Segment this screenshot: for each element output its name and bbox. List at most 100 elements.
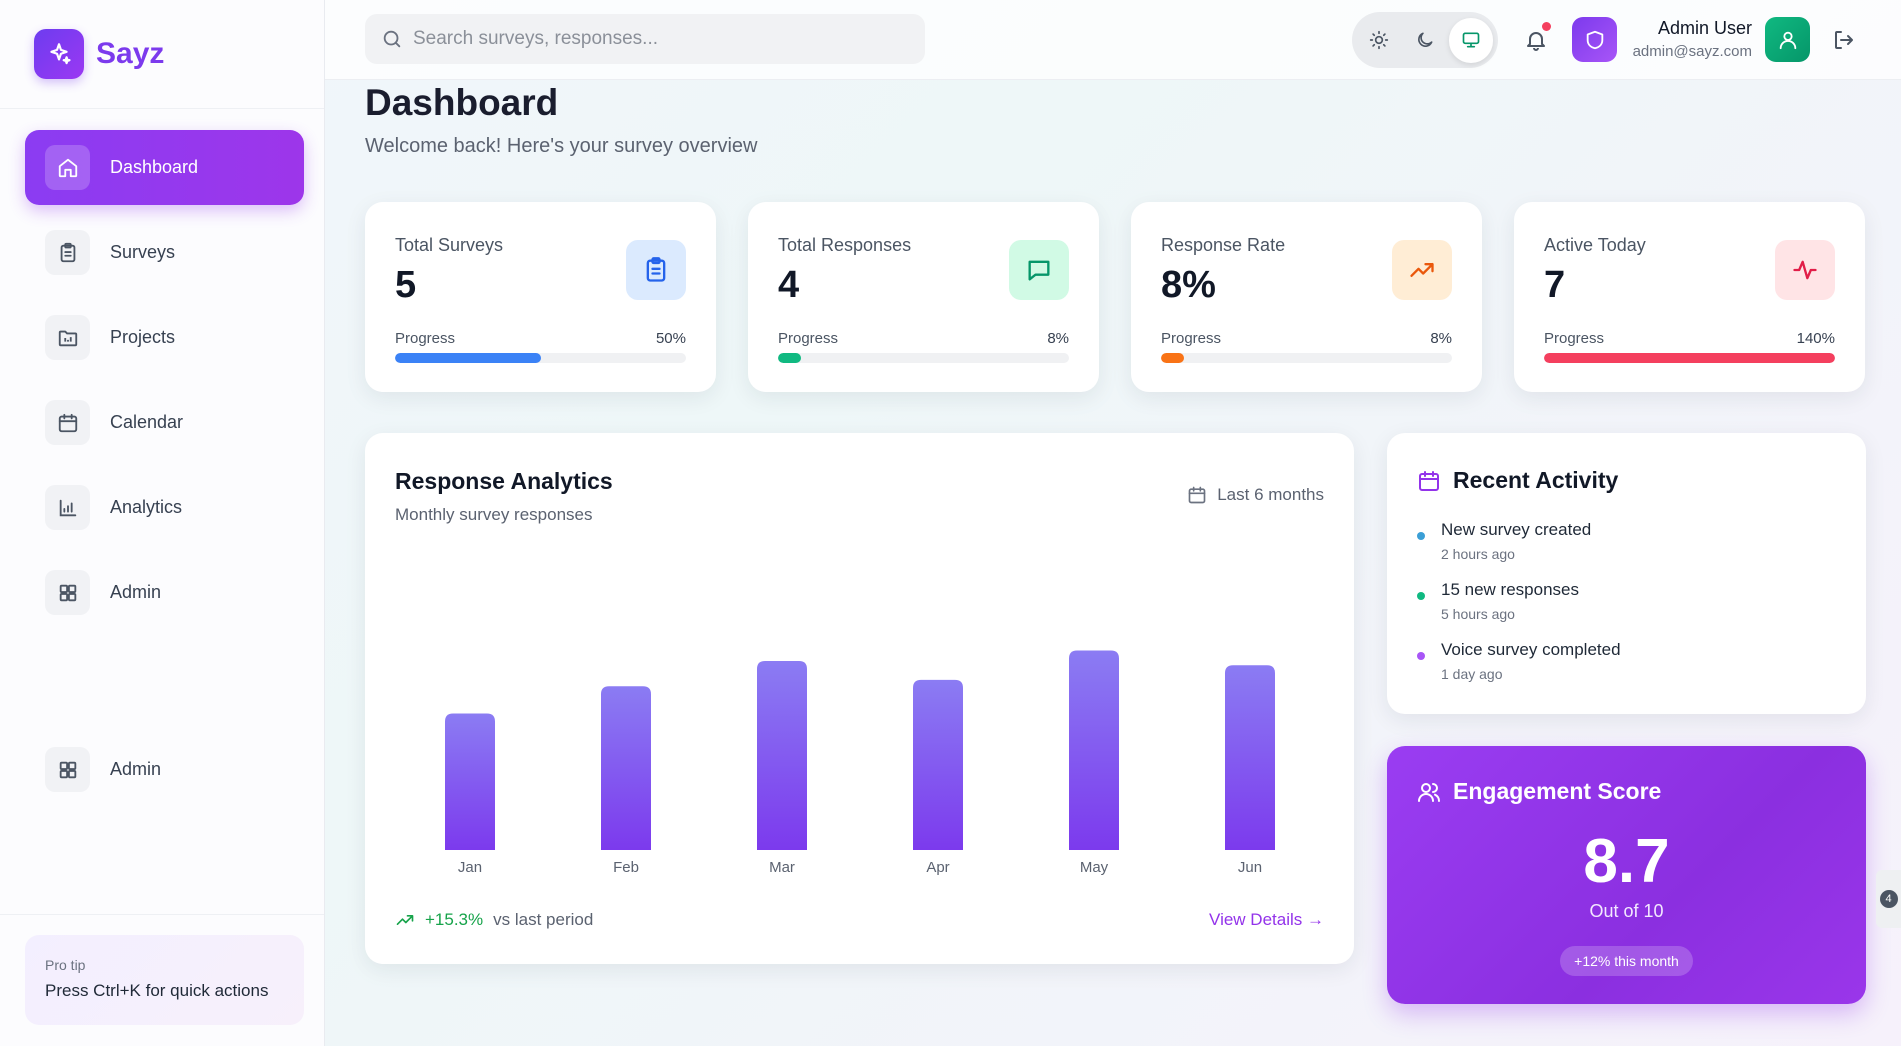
trending-up-icon: [395, 910, 415, 930]
stat-card-response-rate: Response Rate 8% Progress 8%: [1131, 202, 1482, 392]
trend-text: vs last period: [493, 910, 594, 929]
chart-bar-may[interactable]: [1069, 650, 1119, 851]
divider: [0, 108, 324, 109]
activity-time: 2 hours ago: [1441, 546, 1515, 562]
search-input[interactable]: [413, 28, 913, 50]
user-info: Admin User admin@sayz.com: [1627, 18, 1752, 60]
engagement-score: 8.7: [1583, 827, 1670, 896]
grid-icon: [45, 570, 90, 615]
activity-text: 15 new responses: [1441, 580, 1579, 599]
shield-icon: [1584, 29, 1606, 51]
sidebar-item-projects[interactable]: Projects: [25, 300, 304, 375]
date-range-selector[interactable]: Last 6 months: [1187, 485, 1324, 505]
engagement-header: Engagement Score: [1417, 778, 1661, 805]
search-icon: [381, 28, 403, 50]
activity-dot: [1417, 532, 1425, 540]
sparkles-icon: [34, 29, 84, 79]
sidebar-item-label: Admin: [110, 582, 162, 602]
activity-icon: [1775, 240, 1835, 300]
sidebar-item-label: Surveys: [110, 242, 176, 262]
trend-value: +15.3%: [425, 910, 484, 929]
chart-x-label: Mar: [769, 859, 795, 876]
chart-x-label: Jan: [458, 859, 482, 876]
sidebar-item-admin-secondary[interactable]: Admin: [25, 732, 304, 807]
top-bar: Admin User admin@sayz.com: [325, 0, 1901, 80]
moon-icon: [1415, 30, 1435, 50]
chart-bar-feb[interactable]: [601, 686, 651, 850]
theme-light-button[interactable]: [1357, 18, 1401, 63]
progress-fill: [1161, 353, 1185, 363]
side-panel-tab[interactable]: 4: [1876, 870, 1901, 928]
page-title: Dashboard: [365, 82, 559, 123]
stat-label: Total Surveys: [395, 235, 504, 255]
progress-label: Progress: [1544, 330, 1605, 347]
progress-percent: 8%: [1047, 330, 1069, 347]
sidebar-item-surveys[interactable]: Surveys: [25, 215, 304, 290]
activity-header: Recent Activity: [1417, 467, 1618, 494]
progress-bar: [395, 353, 686, 363]
progress-percent: 8%: [1430, 330, 1452, 347]
monitor-icon: [1461, 30, 1481, 50]
notification-dot: [1542, 22, 1551, 31]
calendar-icon: [45, 400, 90, 445]
pro-tip-card: Pro tip Press Ctrl+K for quick actions: [25, 935, 304, 1025]
sidebar-item-analytics[interactable]: Analytics: [25, 470, 304, 545]
activity-time: 5 hours ago: [1441, 606, 1515, 622]
sidebar-item-label: Projects: [110, 327, 176, 347]
stat-label: Total Responses: [778, 235, 912, 255]
stat-card-active-today: Active Today 7 Progress 140%: [1514, 202, 1865, 392]
grid-icon: [45, 747, 90, 792]
theme-system-button[interactable]: [1449, 17, 1493, 63]
activity-dot: [1417, 652, 1425, 660]
brand-name: Sayz: [96, 37, 165, 70]
analytics-subtitle: Monthly survey responses: [395, 505, 593, 524]
chart-x-label: May: [1080, 859, 1109, 876]
sidebar: Sayz Dashboard Surveys Projects Calendar…: [0, 0, 325, 1046]
progress-bar: [1161, 353, 1452, 363]
response-bar-chart: Jan Feb Mar Apr May Jun: [445, 650, 1275, 876]
side-panel-count: 4: [1879, 890, 1898, 908]
page-subtitle: Welcome back! Here's your survey overvie…: [365, 135, 758, 157]
message-icon: [1009, 240, 1069, 300]
trend-summary: +15.3% vs last period: [395, 910, 593, 930]
search-bar[interactable]: [365, 14, 925, 64]
activity-item: New survey created 2 hours ago: [1417, 520, 1591, 562]
sidebar-item-dashboard[interactable]: Dashboard: [25, 130, 304, 205]
date-range-label: Last 6 months: [1217, 485, 1324, 504]
progress-label: Progress: [1161, 330, 1222, 347]
stat-value: 8%: [1161, 264, 1216, 306]
chart-bar-jan[interactable]: [445, 713, 495, 851]
theme-dark-button[interactable]: [1403, 18, 1447, 63]
sun-icon: [1369, 30, 1389, 50]
stat-card-total-responses: Total Responses 4 Progress 8%: [748, 202, 1099, 392]
sidebar-item-calendar[interactable]: Calendar: [25, 385, 304, 460]
chart-bar-mar[interactable]: [757, 661, 807, 850]
response-analytics-card: Response Analytics Monthly survey respon…: [365, 433, 1354, 964]
stat-value: 4: [778, 264, 800, 306]
progress-percent: 140%: [1796, 330, 1835, 347]
stat-label: Active Today: [1544, 235, 1646, 255]
theme-toggle: [1352, 12, 1498, 68]
sidebar-item-admin[interactable]: Admin: [25, 555, 304, 630]
engagement-title: Engagement Score: [1453, 778, 1662, 804]
sidebar-item-label: Dashboard: [110, 157, 199, 177]
chart-x-label: Jun: [1238, 859, 1262, 876]
divider: [0, 914, 324, 915]
stat-label: Response Rate: [1161, 235, 1286, 255]
pro-tip-text: Press Ctrl+K for quick actions: [45, 981, 269, 1000]
sidebar-item-label: Admin: [110, 759, 162, 779]
view-details-link[interactable]: View Details →: [1209, 910, 1324, 929]
chart-bar-jun[interactable]: [1225, 665, 1275, 850]
logout-button[interactable]: [1828, 24, 1860, 56]
chart-bar-apr[interactable]: [913, 679, 963, 850]
stat-value: 7: [1544, 264, 1566, 306]
avatar[interactable]: [1765, 17, 1810, 62]
sidebar-item-label: Analytics: [110, 497, 183, 517]
admin-role-badge[interactable]: [1572, 17, 1617, 62]
activity-item: 15 new responses 5 hours ago: [1417, 580, 1579, 622]
stat-value: 5: [395, 264, 417, 306]
brand[interactable]: Sayz: [34, 29, 164, 79]
notifications-button[interactable]: [1518, 22, 1554, 58]
progress-bar: [1544, 353, 1835, 363]
activity-item: Voice survey completed 1 day ago: [1417, 640, 1621, 682]
